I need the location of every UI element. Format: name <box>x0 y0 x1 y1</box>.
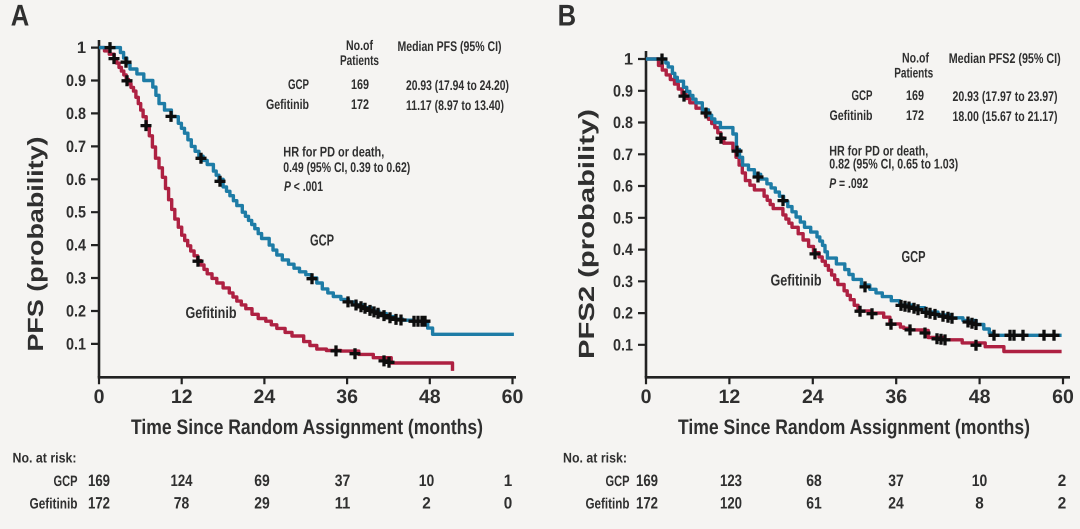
svg-text:68: 68 <box>806 472 822 490</box>
svg-text:169: 169 <box>351 76 369 92</box>
svg-text:120: 120 <box>720 495 742 513</box>
svg-text:11.17 (8.97 to 13.40): 11.17 (8.97 to 13.40) <box>406 97 504 113</box>
svg-text:Median PFS (95% CI): Median PFS (95% CI) <box>398 38 502 54</box>
svg-text:0.3: 0.3 <box>66 270 86 288</box>
svg-text:0.8: 0.8 <box>613 114 633 132</box>
svg-text:78: 78 <box>174 495 190 513</box>
svg-text:No. at risk:: No. at risk: <box>13 450 77 466</box>
svg-text:GCP: GCP <box>288 76 309 92</box>
svg-text:HR for PD or death,: HR for PD or death, <box>829 143 928 159</box>
svg-text:No. at risk:: No. at risk: <box>563 450 627 466</box>
svg-text:169: 169 <box>906 87 924 103</box>
svg-text:172: 172 <box>351 96 369 112</box>
svg-text:Gefitinib: Gefitinib <box>266 96 309 112</box>
svg-text:1: 1 <box>624 51 633 69</box>
svg-text:0.7: 0.7 <box>613 146 633 164</box>
svg-text:0.4: 0.4 <box>613 241 634 259</box>
svg-text:48: 48 <box>969 386 991 408</box>
svg-text:Patients: Patients <box>894 65 933 81</box>
svg-text:Median PFS2 (95% CI): Median PFS2 (95% CI) <box>949 50 1061 66</box>
svg-text:0.8: 0.8 <box>66 105 86 123</box>
svg-text:169: 169 <box>88 472 110 490</box>
svg-text:12: 12 <box>719 386 741 408</box>
svg-text:B: B <box>558 0 577 33</box>
svg-text:0: 0 <box>94 386 105 408</box>
svg-text:0.82 (95% CI, 0.65 to 1.03): 0.82 (95% CI, 0.65 to 1.03) <box>829 156 958 172</box>
svg-text:PFS (probability): PFS (probability) <box>23 137 48 352</box>
svg-text:37: 37 <box>888 472 904 490</box>
svg-text:0.5: 0.5 <box>66 204 86 222</box>
svg-text:10: 10 <box>419 472 435 490</box>
svg-text:GCP: GCP <box>54 473 78 490</box>
svg-text:0.5: 0.5 <box>613 209 633 227</box>
svg-text:Gefitinib: Gefitinib <box>30 496 78 513</box>
svg-text:0.6: 0.6 <box>66 171 86 189</box>
svg-text:Gefitinib: Gefitinib <box>186 305 237 322</box>
svg-text:24: 24 <box>802 386 824 408</box>
svg-text:GCP: GCP <box>606 473 630 490</box>
svg-text:24: 24 <box>888 495 904 513</box>
svg-text:0.1: 0.1 <box>613 336 633 354</box>
svg-text:0.3: 0.3 <box>613 273 633 291</box>
svg-text:1: 1 <box>77 39 86 57</box>
svg-text:P = .092: P = .092 <box>829 175 868 191</box>
svg-text:18.00 (15.67 to 21.17): 18.00 (15.67 to 21.17) <box>953 108 1058 124</box>
svg-text:0.9: 0.9 <box>613 82 633 100</box>
svg-text:Gefitinb: Gefitinb <box>586 496 630 513</box>
svg-text:0.4: 0.4 <box>66 237 87 255</box>
svg-text:24: 24 <box>254 386 276 408</box>
svg-text:GCP: GCP <box>902 249 926 266</box>
svg-text:2: 2 <box>1058 472 1067 490</box>
svg-text:60: 60 <box>1052 386 1074 408</box>
svg-text:12: 12 <box>171 386 193 408</box>
svg-text:60: 60 <box>502 386 524 408</box>
svg-text:0.1: 0.1 <box>66 335 86 353</box>
svg-text:0.9: 0.9 <box>66 72 86 90</box>
svg-text:69: 69 <box>254 472 270 490</box>
svg-text:GCP: GCP <box>310 233 334 250</box>
svg-text:No.of: No.of <box>346 37 373 53</box>
svg-text:124: 124 <box>171 472 194 490</box>
svg-text:36: 36 <box>885 386 907 408</box>
svg-text:172: 172 <box>906 107 924 123</box>
svg-text:172: 172 <box>636 495 658 513</box>
svg-text:37: 37 <box>335 472 351 490</box>
svg-text:PFS2 (probability): PFS2 (probability) <box>574 109 599 359</box>
svg-text:No.of: No.of <box>902 50 929 66</box>
svg-text:11: 11 <box>335 495 351 513</box>
svg-text:20.93 (17.97 to 23.97): 20.93 (17.97 to 23.97) <box>953 88 1058 104</box>
svg-text:Gefitinib: Gefitinib <box>771 273 822 290</box>
svg-text:Time Since Random Assignment (: Time Since Random Assignment (months) <box>678 416 1030 439</box>
svg-text:10: 10 <box>972 472 988 490</box>
svg-text:1: 1 <box>504 472 513 490</box>
svg-text:2: 2 <box>422 495 431 513</box>
svg-text:Patients: Patients <box>340 52 379 68</box>
svg-text:20.93 (17.94 to 24.20): 20.93 (17.94 to 24.20) <box>406 77 509 93</box>
svg-text:0.2: 0.2 <box>66 303 86 321</box>
svg-text:172: 172 <box>88 495 110 513</box>
svg-text:8: 8 <box>975 495 984 513</box>
svg-text:GCP: GCP <box>852 87 873 103</box>
svg-text:0.2: 0.2 <box>613 305 633 323</box>
svg-text:P < .001: P < .001 <box>284 178 323 194</box>
svg-text:123: 123 <box>720 472 742 490</box>
svg-text:A: A <box>11 0 30 33</box>
svg-text:HR for PD or death,: HR for PD or death, <box>283 144 384 160</box>
svg-text:169: 169 <box>636 472 658 490</box>
svg-text:2: 2 <box>1058 495 1067 513</box>
svg-text:0: 0 <box>641 386 652 408</box>
svg-text:48: 48 <box>419 386 441 408</box>
svg-text:36: 36 <box>336 386 358 408</box>
svg-text:0.49 (95% CI, 0.39 to 0.62): 0.49 (95% CI, 0.39 to 0.62) <box>283 159 410 175</box>
svg-text:0.7: 0.7 <box>66 138 86 156</box>
svg-text:29: 29 <box>254 495 270 513</box>
svg-text:0.6: 0.6 <box>613 178 633 196</box>
svg-text:Gefitinib: Gefitinib <box>830 107 873 123</box>
svg-text:0: 0 <box>504 495 513 513</box>
svg-text:61: 61 <box>806 495 822 513</box>
svg-text:Time Since Random Assignment (: Time Since Random Assignment (months) <box>131 416 483 439</box>
